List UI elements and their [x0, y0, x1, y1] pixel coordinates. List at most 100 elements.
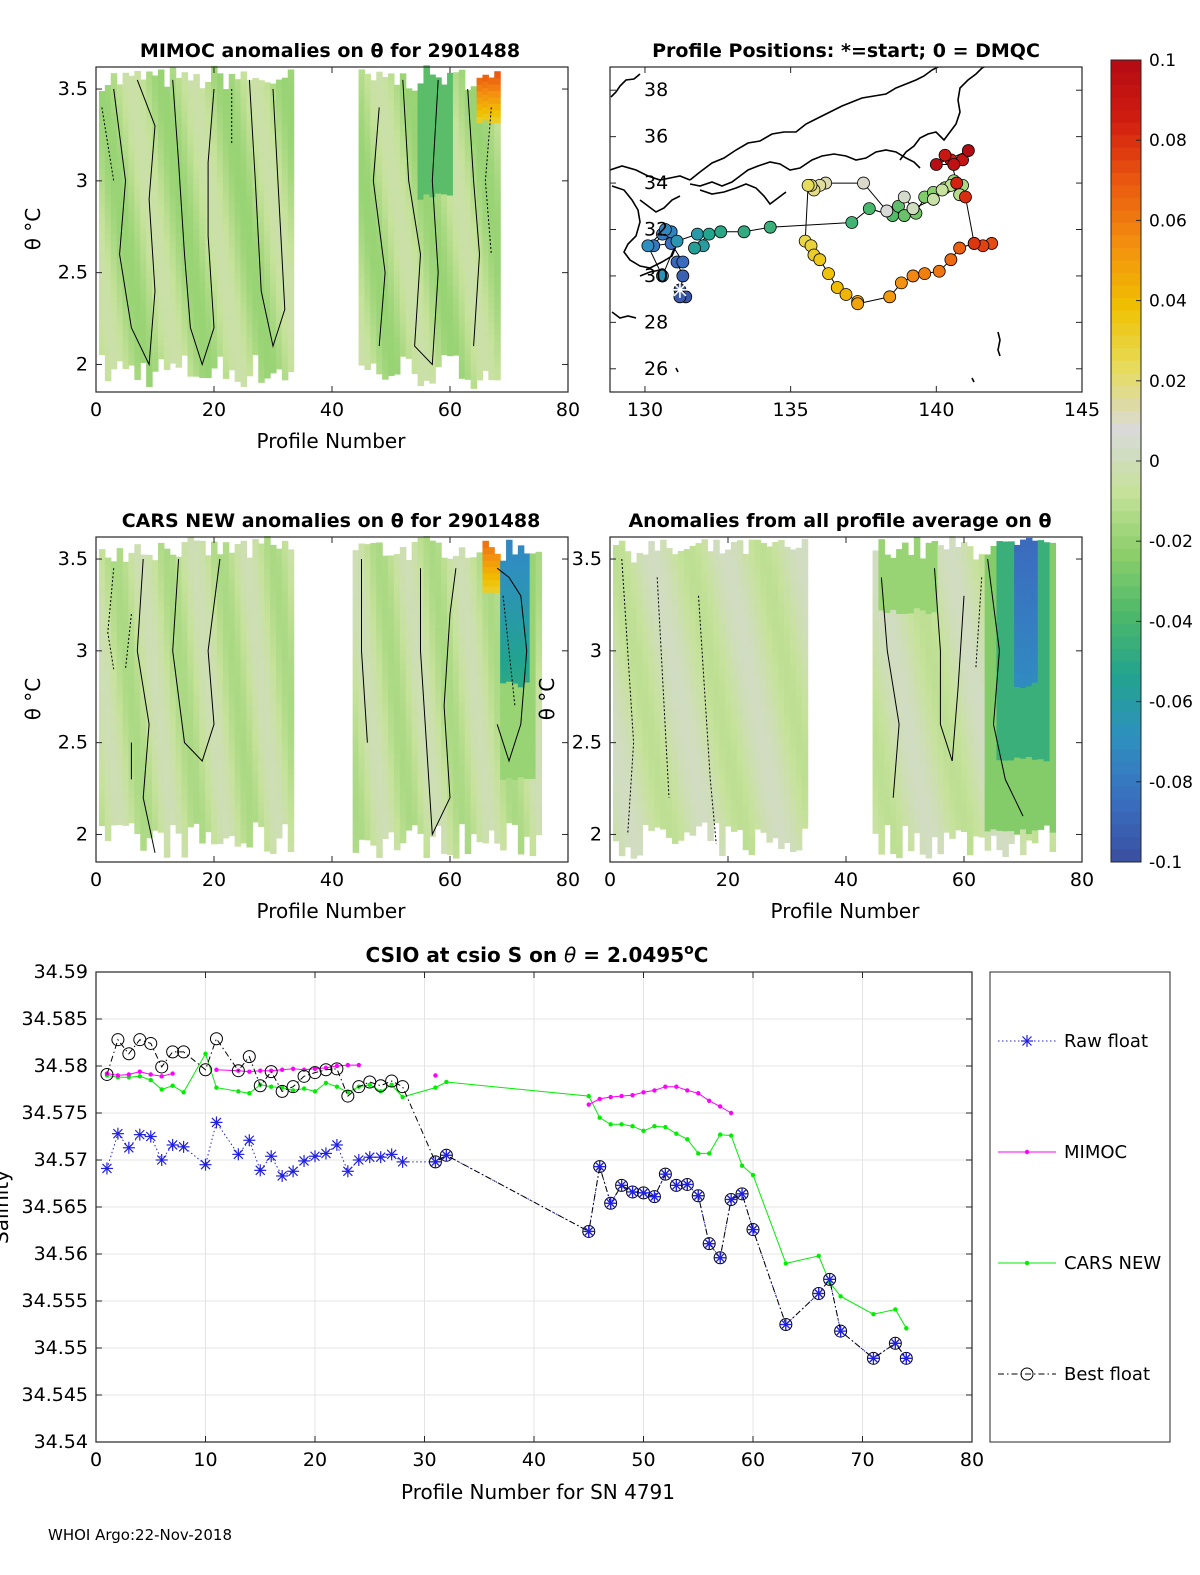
heatmap-cell: [423, 844, 430, 852]
heatmap-cell: [441, 232, 448, 240]
heatmap-cell: [399, 266, 407, 274]
heatmap-cell: [205, 760, 212, 768]
heatmap-cell: [458, 101, 466, 109]
heatmap-cell: [98, 671, 106, 679]
heatmap-cell: [152, 139, 159, 147]
heatmap-cell: [264, 133, 271, 141]
heatmap-cell: [252, 648, 259, 656]
heatmap-cell: [228, 719, 236, 727]
heatmap-cell: [393, 335, 401, 343]
heatmap-cell: [122, 722, 130, 730]
heatmap-cell: [128, 133, 135, 141]
heatmap-cell: [104, 97, 112, 105]
heatmap-cell: [417, 717, 425, 725]
heatmap-cell: [181, 619, 189, 627]
heatmap-cell: [376, 825, 383, 833]
heatmap-cell: [216, 195, 224, 203]
heatmap-cell: [110, 208, 118, 216]
x-tick-label: 80: [556, 399, 580, 421]
heatmap-cell: [494, 373, 501, 381]
heatmap-cell: [228, 822, 236, 830]
heatmap-cell: [205, 107, 212, 115]
heatmap-cell: [205, 780, 212, 788]
heatmap-cell: [270, 366, 277, 374]
heatmap-cell: [382, 276, 389, 284]
heatmap-cell: [370, 285, 377, 293]
profile-point: [822, 267, 835, 281]
heatmap-cell: [364, 691, 371, 699]
heatmap-cell: [376, 129, 383, 137]
heatmap-cell: [388, 748, 395, 756]
heatmap-cell: [441, 602, 448, 610]
heatmap-cell: [152, 624, 159, 632]
heatmap-cell: [423, 116, 430, 124]
heatmap-cell: [352, 762, 360, 770]
heatmap-cell: [152, 637, 159, 645]
heatmap-cell: [116, 702, 124, 710]
heatmap-cell: [128, 662, 135, 670]
heatmap-cell: [234, 246, 242, 254]
heatmap-cell: [364, 672, 371, 680]
heatmap-cell: [258, 292, 265, 300]
heatmap-cell: [116, 257, 124, 265]
heatmap-cell: [163, 131, 171, 139]
heatmap-cell: [458, 82, 466, 90]
heatmap-cell: [216, 304, 224, 312]
heatmap-cell: [435, 600, 442, 608]
heatmap-cell: [488, 302, 495, 310]
heatmap-cell: [364, 80, 371, 88]
heatmap-cell: [376, 561, 383, 569]
heatmap-cell: [163, 651, 171, 659]
heatmap-cell: [187, 576, 194, 584]
heatmap-cell: [228, 189, 236, 197]
heatmap-cell: [128, 809, 135, 817]
heatmap-cell: [116, 238, 124, 246]
heatmap-cell: [163, 561, 171, 569]
heatmap-cell: [275, 780, 283, 788]
heatmap-cell: [270, 737, 277, 745]
heatmap-cell: [358, 717, 366, 725]
heatmap-cell: [423, 850, 430, 859]
heatmap-cell: [146, 174, 153, 182]
heatmap-cell: [252, 257, 259, 266]
heatmap-cell: [258, 633, 265, 641]
heatmap-cell: [464, 205, 472, 213]
heatmap-cell: [405, 739, 413, 747]
heatmap-cell: [146, 811, 153, 819]
profile-point: [851, 297, 865, 311]
heatmap-cell: [429, 331, 436, 339]
heatmap-cell: [270, 199, 277, 207]
heatmap-cell: [258, 317, 265, 326]
heatmap-cell: [423, 264, 430, 272]
heatmap-cell: [252, 699, 259, 707]
heatmap-cell: [104, 142, 112, 150]
heatmap-cell: [187, 588, 194, 596]
heatmap-cell: [169, 234, 177, 242]
heatmap-cell: [399, 111, 407, 119]
heatmap-cell: [476, 321, 484, 330]
heatmap-cell: [441, 628, 448, 636]
heatmap-cell: [146, 754, 153, 762]
heatmap-cell: [441, 264, 448, 272]
heatmap-cell: [240, 662, 248, 670]
heatmap-cell: [234, 104, 242, 112]
heatmap-cell: [163, 709, 171, 717]
heatmap-cell: [264, 352, 271, 360]
heatmap-cell: [193, 74, 200, 82]
heatmap-cell: [364, 807, 371, 815]
heatmap-cell: [393, 251, 401, 259]
heatmap-cell: [104, 245, 112, 253]
heatmap-cell: [181, 309, 189, 318]
heatmap-cell: [246, 292, 253, 300]
heatmap-cell: [134, 148, 141, 156]
heatmap-cell: [216, 317, 224, 325]
heatmap-cell: [152, 598, 159, 606]
heatmap-cell: [175, 595, 183, 603]
contour-lines: [101, 79, 492, 367]
heatmap-cell: [358, 107, 366, 115]
heatmap-cell: [382, 109, 389, 117]
heatmap-cell: [163, 221, 171, 229]
heatmap-cell: [187, 202, 194, 210]
heatmap-cell: [205, 658, 212, 666]
heatmap-cell: [205, 133, 212, 141]
